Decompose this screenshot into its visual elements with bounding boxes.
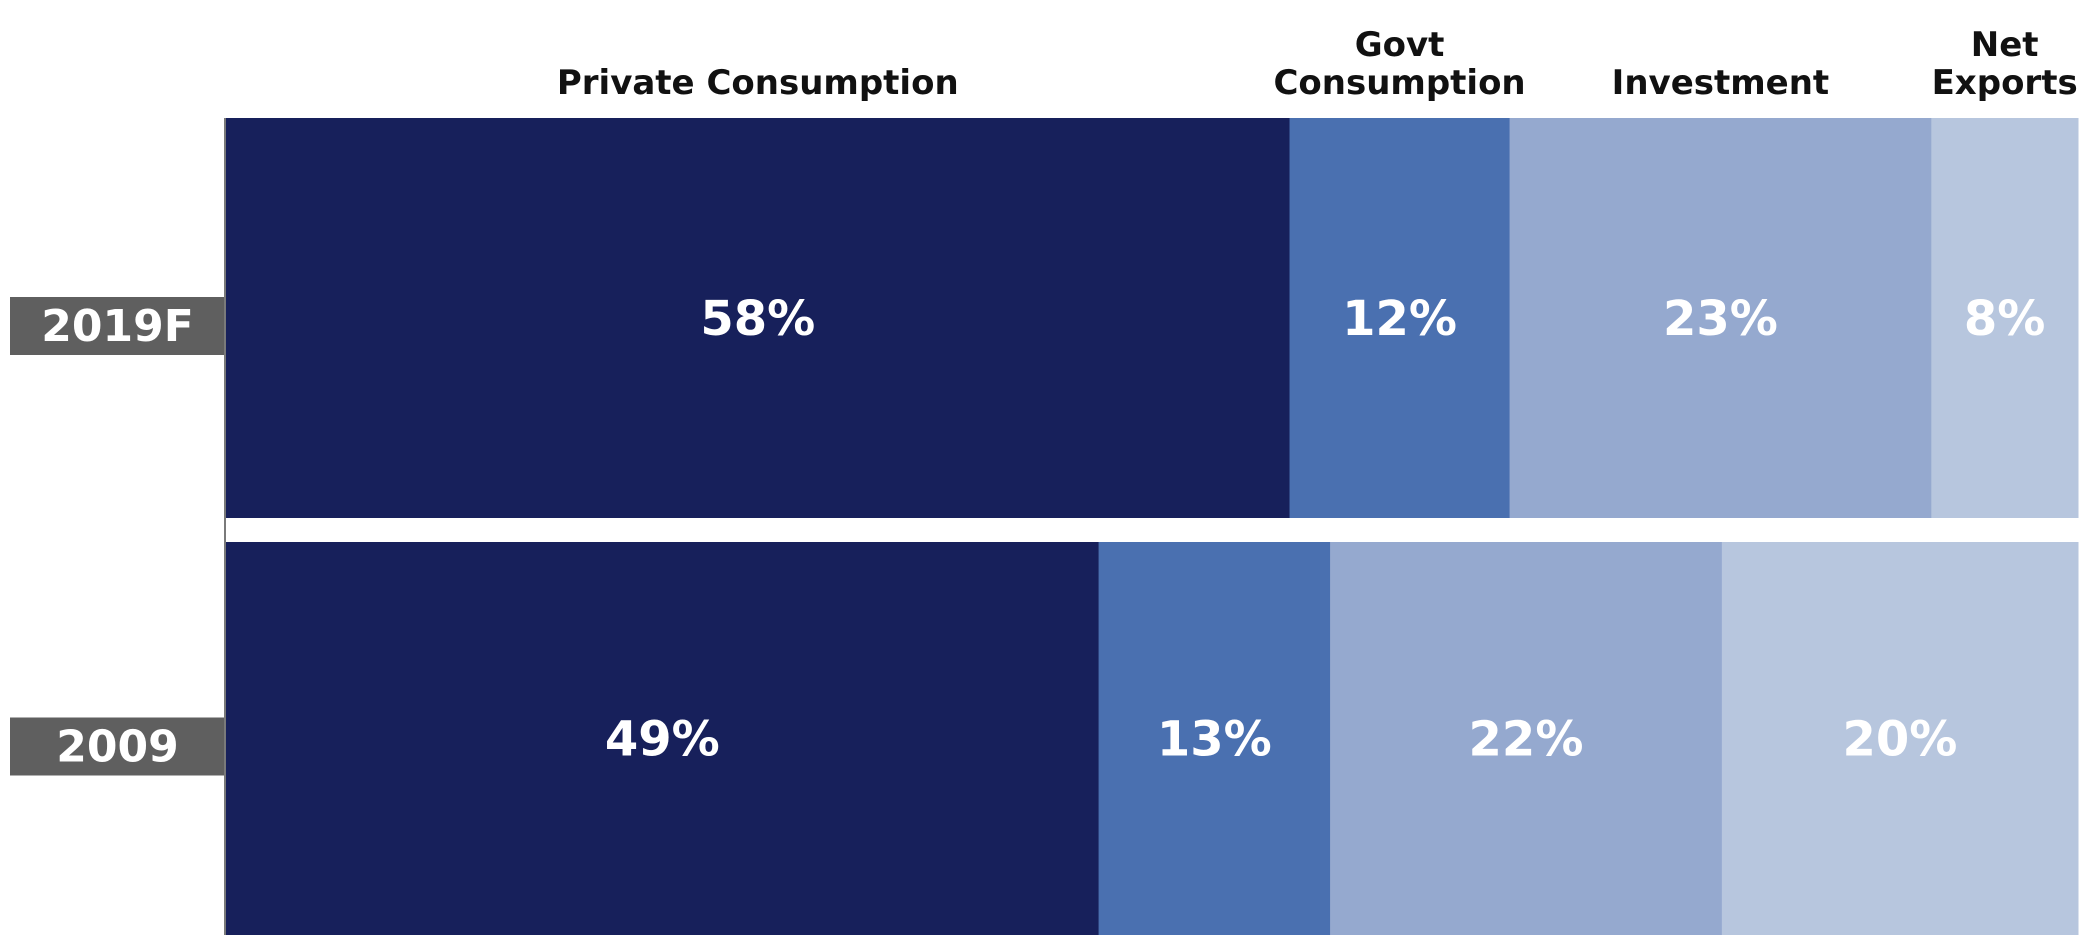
category-label-box-2009 [10,717,225,776]
bar-investment-2009 [1330,542,1723,935]
bar-investment-2019f [1509,118,1932,518]
data-label-govt-consumption-2009: 13% [1157,712,1272,768]
series-header-net-exports: Net Exports [1932,25,2078,103]
bar-govt-consumption-2019f [1289,118,1511,518]
bar-private-consumption-2009 [226,542,1100,935]
series-headers: Private Consumption Govt Consumption Invest… [557,25,2078,103]
category-label-2009: 2009 [56,722,178,773]
bar-net-exports-2009 [1721,542,2079,935]
data-label-investment-2009: 22% [1469,712,1584,768]
data-label-govt-consumption-2019f: 12% [1342,291,1457,347]
bar-private-consumption-2019f [226,118,1291,518]
bar-govt-consumption-2009 [1098,542,1331,935]
data-label-private-consumption-2009: 49% [605,712,720,768]
series-header-investment: Investment [1612,63,1830,103]
data-label-net-exports-2009: 20% [1842,712,1957,768]
series-header-govt-consumption: Govt Consumption [1273,25,1525,103]
data-label-investment-2019f: 23% [1663,291,1778,347]
data-label-net-exports-2019f: 8% [1964,291,2046,347]
series-header-private-consumption: Private Consumption [557,63,959,103]
bars-layer: 58% 12% 23% 8% 49% 13% 22% 20% [226,118,2079,935]
category-label-2019f: 2019F [41,301,194,352]
category-label-box-2019f [10,297,225,355]
category-labels: 2019F 2009 [10,297,225,776]
bar-net-exports-2019f [1931,118,2079,518]
data-label-private-consumption-2019f: 58% [700,291,815,347]
